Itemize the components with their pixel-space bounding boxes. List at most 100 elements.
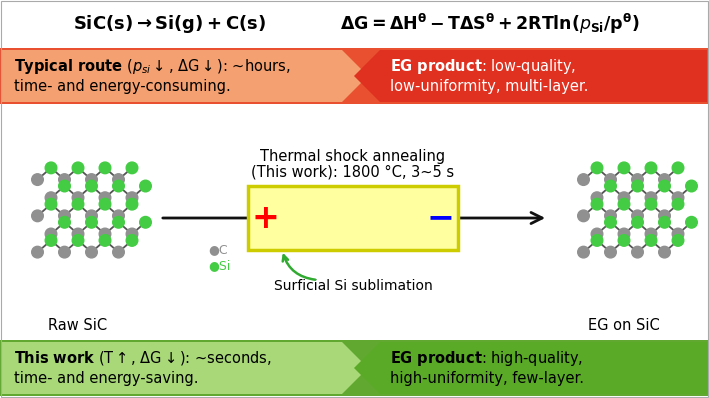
Circle shape	[686, 217, 697, 228]
Polygon shape	[354, 50, 707, 102]
Circle shape	[591, 198, 603, 210]
Circle shape	[113, 246, 124, 258]
Circle shape	[86, 210, 97, 222]
Circle shape	[59, 217, 70, 228]
Text: low-uniformity, multi-layer.: low-uniformity, multi-layer.	[390, 78, 588, 94]
Circle shape	[578, 210, 589, 222]
Circle shape	[32, 210, 43, 222]
Circle shape	[113, 174, 124, 185]
Text: +: +	[251, 201, 279, 234]
Circle shape	[645, 228, 657, 240]
Circle shape	[618, 192, 630, 203]
Text: time- and energy-consuming.: time- and energy-consuming.	[14, 78, 230, 94]
Circle shape	[140, 217, 151, 228]
Circle shape	[45, 234, 57, 246]
Polygon shape	[354, 342, 707, 394]
Circle shape	[113, 217, 124, 228]
Bar	[0, 48, 709, 104]
Text: Raw SiC: Raw SiC	[48, 318, 108, 334]
Circle shape	[126, 192, 138, 203]
Circle shape	[632, 217, 643, 228]
Circle shape	[99, 192, 111, 203]
Bar	[248, 186, 458, 250]
Text: (This work): 1800 °C, 3∼5 s: (This work): 1800 °C, 3∼5 s	[252, 164, 454, 179]
Circle shape	[591, 228, 603, 240]
Bar	[0, 340, 709, 396]
Bar	[0, 0, 709, 48]
Circle shape	[72, 192, 84, 203]
Circle shape	[72, 234, 84, 246]
Circle shape	[86, 174, 97, 185]
Circle shape	[632, 210, 643, 222]
Circle shape	[59, 210, 70, 222]
Bar	[0, 104, 709, 340]
Circle shape	[659, 217, 670, 228]
Polygon shape	[2, 50, 368, 102]
Circle shape	[86, 246, 97, 258]
Circle shape	[618, 162, 630, 174]
Text: ●C: ●C	[208, 244, 228, 256]
Circle shape	[605, 246, 616, 258]
Circle shape	[126, 198, 138, 210]
Circle shape	[126, 162, 138, 174]
Circle shape	[605, 217, 616, 228]
Circle shape	[32, 174, 43, 185]
Circle shape	[672, 192, 683, 203]
Circle shape	[632, 180, 643, 192]
Circle shape	[645, 234, 657, 246]
Circle shape	[591, 162, 603, 174]
Circle shape	[645, 162, 657, 174]
Circle shape	[113, 210, 124, 222]
Circle shape	[86, 180, 97, 192]
Circle shape	[672, 198, 683, 210]
Circle shape	[59, 246, 70, 258]
Circle shape	[45, 198, 57, 210]
Circle shape	[632, 246, 643, 258]
Circle shape	[618, 228, 630, 240]
Circle shape	[45, 162, 57, 174]
Circle shape	[659, 180, 670, 192]
FancyArrowPatch shape	[163, 213, 542, 224]
Text: $\bf{\Delta G = \Delta H^{\theta} - T\Delta S^{\theta} + 2RTln(\mathit{p}_{Si}/p: $\bf{\Delta G = \Delta H^{\theta} - T\De…	[340, 12, 640, 36]
Circle shape	[659, 246, 670, 258]
Circle shape	[99, 234, 111, 246]
Circle shape	[672, 162, 683, 174]
Text: Thermal shock annealing: Thermal shock annealing	[260, 148, 445, 164]
Circle shape	[659, 174, 670, 185]
Text: $\bf{SiC(s) \rightarrow Si(g) + C(s)}$: $\bf{SiC(s) \rightarrow Si(g) + C(s)}$	[74, 13, 267, 35]
Circle shape	[72, 198, 84, 210]
Circle shape	[686, 180, 697, 192]
Text: $\bf{EG\ product}$: high-quality,: $\bf{EG\ product}$: high-quality,	[390, 349, 583, 367]
Circle shape	[605, 174, 616, 185]
Circle shape	[113, 180, 124, 192]
Text: Surficial Si sublimation: Surficial Si sublimation	[274, 279, 432, 293]
Circle shape	[672, 234, 683, 246]
Text: ●Si: ●Si	[208, 259, 230, 273]
Circle shape	[45, 192, 57, 203]
Circle shape	[605, 210, 616, 222]
Circle shape	[32, 246, 43, 258]
Circle shape	[140, 180, 151, 192]
Circle shape	[126, 234, 138, 246]
Text: $\bf{EG\ product}$: low-quality,: $\bf{EG\ product}$: low-quality,	[390, 57, 576, 76]
Text: EG on SiC: EG on SiC	[588, 318, 660, 334]
Circle shape	[72, 228, 84, 240]
Circle shape	[45, 228, 57, 240]
Circle shape	[659, 210, 670, 222]
Text: high-uniformity, few-layer.: high-uniformity, few-layer.	[390, 371, 584, 386]
Circle shape	[578, 246, 589, 258]
Circle shape	[618, 234, 630, 246]
Circle shape	[99, 162, 111, 174]
Text: time- and energy-saving.: time- and energy-saving.	[14, 371, 199, 386]
Circle shape	[645, 198, 657, 210]
Circle shape	[591, 234, 603, 246]
Polygon shape	[2, 342, 368, 394]
Circle shape	[645, 192, 657, 203]
Text: $\bf{Typical\ route}$ ($p_{si}$$\downarrow$, $\Delta$G$\downarrow$): ~hours,: $\bf{Typical\ route}$ ($p_{si}$$\downarr…	[14, 57, 291, 76]
Circle shape	[72, 162, 84, 174]
Circle shape	[591, 192, 603, 203]
Circle shape	[59, 180, 70, 192]
Circle shape	[618, 198, 630, 210]
Circle shape	[86, 217, 97, 228]
Circle shape	[632, 174, 643, 185]
